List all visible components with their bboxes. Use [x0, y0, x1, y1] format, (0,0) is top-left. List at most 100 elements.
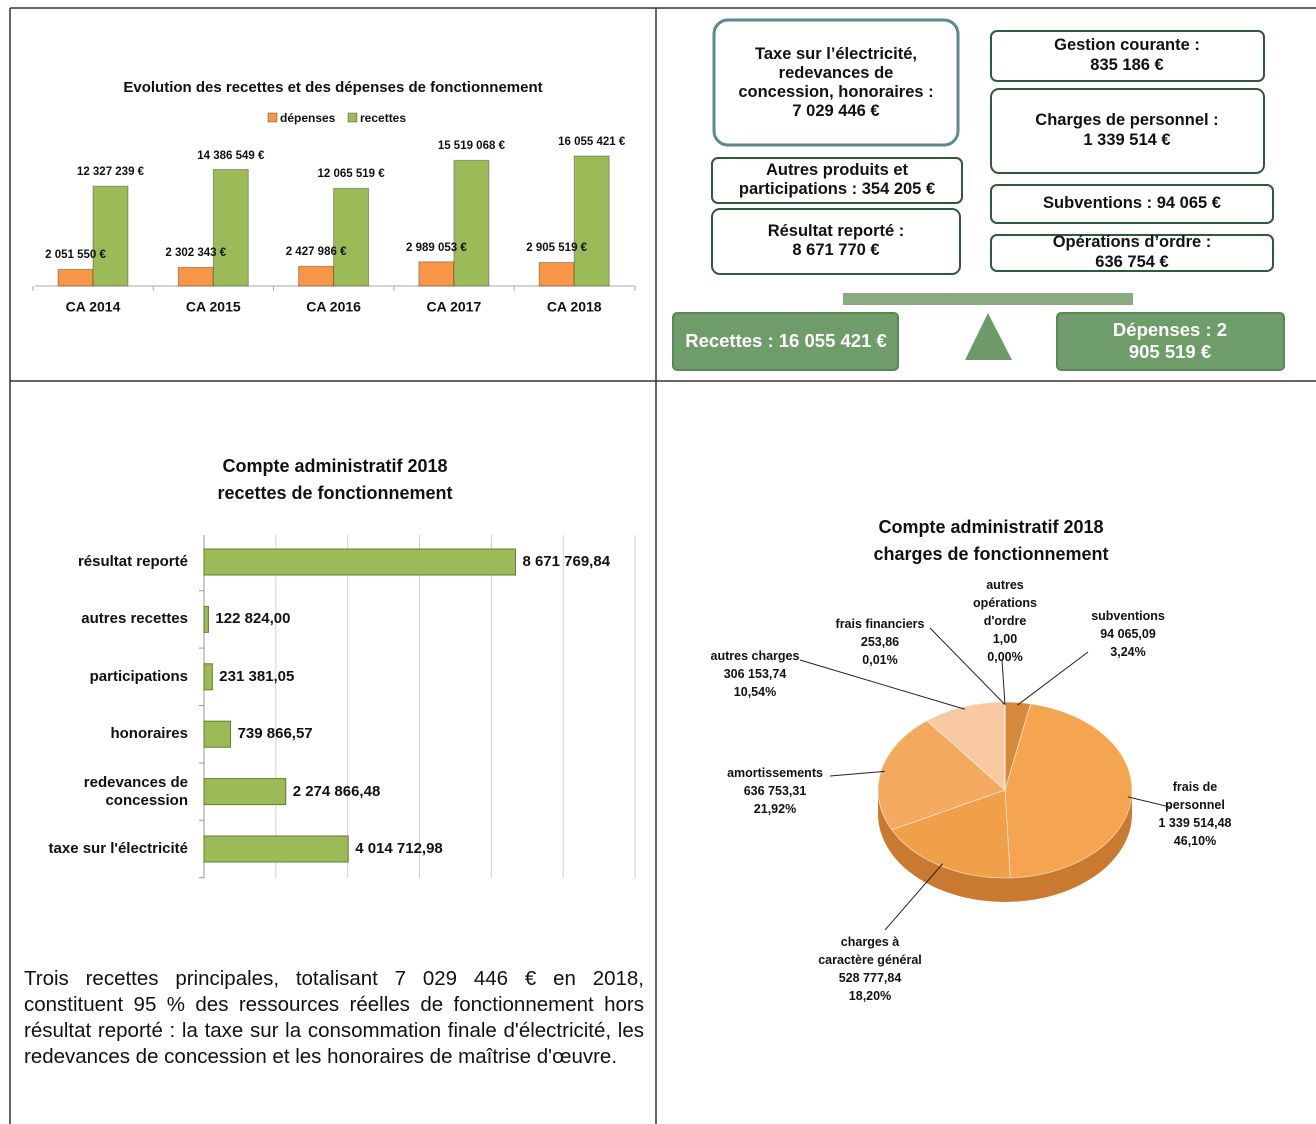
- bar: [573, 155, 610, 287]
- box-text: Subventions : 94 065 €: [1043, 194, 1221, 213]
- y-tick-label: taxe sur l'électricité: [48, 840, 188, 857]
- total-box: [672, 312, 899, 371]
- slice-name: autres charges: [710, 649, 800, 663]
- leader-line: [1127, 796, 1171, 808]
- legend-swatch: [267, 112, 278, 123]
- slice-value: 253,86: [860, 635, 900, 649]
- balance-beam: [843, 293, 1133, 305]
- data-label: 16 055 421 €: [558, 136, 626, 149]
- legend-label: dépenses: [280, 110, 336, 125]
- chart-title: Compte administratif 2018 charges de fon…: [873, 517, 1109, 564]
- data-label: 12 327 239 €: [76, 166, 145, 179]
- data-label: 14 386 549 €: [197, 149, 265, 162]
- bar: [203, 605, 209, 633]
- slice-percent: 0,00%: [987, 650, 1023, 664]
- y-tick-label: résultat reporté: [77, 553, 188, 570]
- slice-percent: 3,24%: [1110, 645, 1146, 659]
- box-text: Opérations d’ordre : 636 754 €: [1052, 233, 1212, 271]
- data-label: 2 302 343 €: [165, 247, 227, 260]
- legend-swatch: [347, 112, 358, 123]
- bar: [203, 778, 287, 806]
- y-tick-label: participations: [89, 667, 188, 685]
- data-label: 8 671 769,84: [522, 553, 611, 570]
- box-text: Charges de personnel : 1 339 514 €: [1035, 111, 1219, 149]
- slice-label: subventions 94 065,09 3,24%: [1091, 607, 1165, 661]
- slice-percent: 18,20%: [848, 989, 892, 1003]
- slice-percent: 21,92%: [753, 802, 797, 816]
- data-label: 2 274 866,48: [292, 782, 381, 800]
- y-tick-label: redevances de concession: [83, 773, 188, 809]
- leader-line: [884, 863, 944, 931]
- pie-side: [878, 790, 1132, 902]
- data-label: 2 905 519 €: [526, 242, 588, 255]
- x-tick-label: CA 2016: [306, 298, 361, 315]
- x-tick-label: CA 2017: [426, 298, 482, 315]
- bar: [212, 169, 249, 287]
- total-text: Dépenses : 2 905 519 €: [1112, 318, 1228, 362]
- box: [990, 88, 1265, 174]
- data-label: 15 519 068 €: [437, 140, 505, 153]
- paragraph: Trois recettes principales, totalisant 7…: [24, 967, 644, 1068]
- box: [990, 234, 1274, 272]
- slice-percent: 10,54%: [733, 685, 777, 699]
- diagram: [672, 18, 1285, 371]
- leader-line: [829, 770, 885, 777]
- frame: [9, 7, 1316, 1124]
- box-text: Taxe sur l’électricité, redevances de co…: [738, 45, 934, 120]
- box: [711, 157, 963, 204]
- box: [712, 18, 960, 147]
- slice-percent: 46,10%: [1173, 834, 1217, 848]
- slice-value: 528 777,84: [838, 971, 902, 985]
- slice-name: charges à caractère général: [818, 935, 922, 967]
- box-text: Résultat reporté : 8 671 770 €: [767, 222, 905, 259]
- bar: [418, 261, 455, 287]
- bar: [203, 548, 516, 576]
- x-tick-label: CA 2018: [546, 298, 602, 315]
- slice-value: 1,00: [992, 632, 1018, 646]
- slice-value: 636 753,31: [743, 784, 807, 798]
- slice-label: frais financiers 253,86 0,01%: [836, 615, 925, 669]
- x-tick-label: CA 2015: [185, 298, 241, 315]
- leader-line: [799, 659, 966, 710]
- slice-name: frais financiers: [835, 617, 925, 631]
- bar: [538, 261, 575, 287]
- box: [990, 30, 1265, 82]
- data-label: 2 051 550 €: [45, 249, 106, 262]
- slice-value: 94 065,09: [1100, 627, 1156, 641]
- bar: [453, 159, 490, 287]
- slice-name: subventions: [1091, 609, 1165, 623]
- pie-slice: [877, 720, 1006, 831]
- box-text: Autres produits et participations : 354 …: [738, 161, 936, 198]
- bar: [298, 265, 335, 287]
- slice-percent: 0,01%: [862, 653, 898, 667]
- total-text: Recettes : 16 055 421 €: [685, 329, 887, 351]
- data-label: 739 866,57: [237, 725, 313, 743]
- data-label: 231 381,05: [219, 667, 295, 685]
- box: [711, 208, 961, 275]
- slice-label: charges à caractère général 528 777,84 18,…: [818, 933, 922, 1005]
- balance-pivot: [965, 313, 1012, 360]
- bar: [57, 268, 94, 287]
- pie-slice: [1004, 703, 1133, 879]
- slice-label: autres charges 306 153,74 10,54%: [711, 647, 800, 701]
- leader-line: [1001, 659, 1006, 705]
- bar: [177, 266, 214, 287]
- box: [990, 184, 1274, 224]
- chart-title: Evolution des recettes et des dépenses d…: [123, 79, 543, 96]
- y-tick-label: autres recettes: [81, 610, 188, 628]
- slice-value: 1 339 514,48: [1158, 816, 1232, 830]
- data-label: 4 014 712,98: [355, 840, 443, 857]
- bar: [203, 835, 349, 863]
- chart-title: Compte administratif 2018 recettes de fo…: [217, 456, 453, 503]
- bar: [203, 663, 213, 691]
- box-text: Gestion courante : 835 186 €: [1054, 36, 1200, 74]
- pie-slice: [926, 701, 1006, 791]
- legend-label: recettes: [360, 110, 407, 125]
- bar: [92, 185, 129, 287]
- bar: [333, 187, 370, 287]
- slice-label: frais de personnel 1 339 514,48 46,10%: [1159, 778, 1232, 850]
- data-label: 12 065 519 €: [317, 168, 385, 181]
- bar: [203, 720, 232, 748]
